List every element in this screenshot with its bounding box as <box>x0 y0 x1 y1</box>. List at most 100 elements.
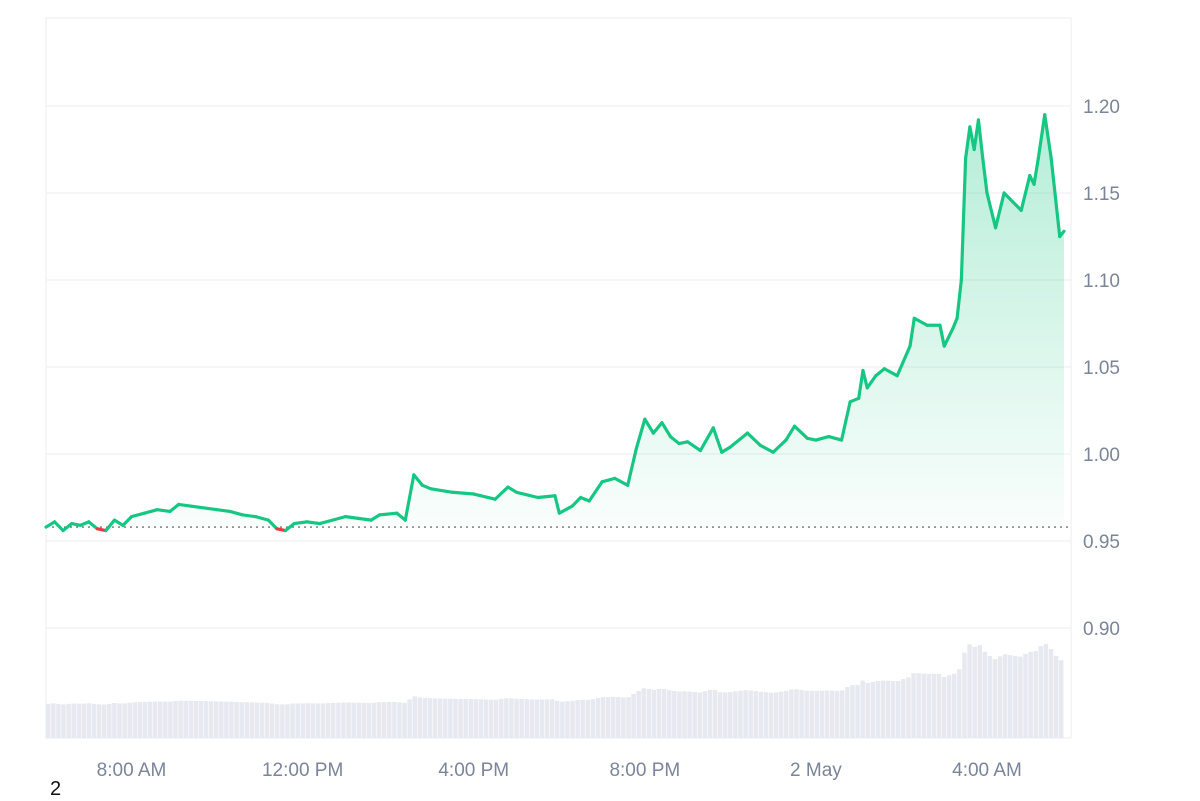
x-tick-label: 2 May <box>790 760 842 781</box>
price-line-segment <box>1019 174 1032 212</box>
volume-bar <box>957 669 962 738</box>
price-line-segment <box>745 431 762 447</box>
volume-bar <box>717 692 723 738</box>
volume-bar <box>1048 649 1054 738</box>
volume-bar <box>71 703 76 738</box>
y-axis-ticks: 0.90 0.95 1.00 1.05 1.10 1.15 1.20 <box>1083 97 1120 640</box>
volume-bar <box>178 700 183 738</box>
volume-bar <box>773 692 779 738</box>
price-line-segment <box>959 156 968 282</box>
volume-bar <box>432 698 438 738</box>
volume-bar <box>555 700 560 738</box>
volume-bar <box>346 702 351 738</box>
price-line-segment <box>506 485 519 494</box>
volume-bar <box>336 702 341 738</box>
price-line-segment <box>1043 113 1053 160</box>
volume-bar <box>778 691 784 738</box>
price-line-segment <box>292 520 309 526</box>
price-line-segment <box>634 417 647 451</box>
price-line-segment <box>112 518 125 527</box>
volume-bar <box>834 690 840 738</box>
volume-bar <box>626 697 631 738</box>
price-line-segment <box>44 520 57 529</box>
volume-bar <box>860 680 865 738</box>
price-line-segment <box>570 495 583 508</box>
volume-bar <box>504 698 509 738</box>
volume-bar <box>213 701 219 738</box>
volume-bar <box>101 704 107 738</box>
x-tick-label: 8:00 AM <box>97 760 167 781</box>
volume-bar <box>152 701 158 738</box>
price-line-segment <box>668 435 681 446</box>
volume-bar <box>290 703 295 738</box>
price-line-segment <box>1049 156 1062 239</box>
price-line-segment <box>1036 113 1047 160</box>
volume-bar <box>219 701 224 738</box>
volume-bar <box>239 702 244 738</box>
price-line-segment <box>857 368 865 400</box>
x-tick-label: 12:00 PM <box>262 760 343 781</box>
price-line <box>44 113 1066 533</box>
y-tick-label: 1.10 <box>1083 271 1120 292</box>
volume-bar <box>890 681 896 738</box>
price-line-segment <box>121 515 134 527</box>
price-line-segment <box>792 424 809 440</box>
volume-bar <box>81 703 87 738</box>
volume-bar <box>972 646 977 738</box>
volume-bar <box>1002 654 1008 738</box>
price-line-segment <box>839 400 852 442</box>
volume-bar <box>427 698 433 738</box>
price-line-segment <box>882 367 899 378</box>
volume-bar <box>193 700 199 738</box>
price-line-segment <box>472 492 497 501</box>
volume-bar <box>789 689 794 738</box>
volume-bar <box>280 704 285 738</box>
price-line-segment <box>168 502 181 514</box>
price-line-segment <box>861 368 869 390</box>
price-line-segment <box>613 476 630 487</box>
price-line-segment <box>908 316 916 348</box>
volume-bar <box>941 676 947 738</box>
price-line-segment <box>976 118 985 160</box>
volume-bar <box>982 651 988 738</box>
volume-bar <box>784 690 789 738</box>
price-line-segment <box>951 316 959 331</box>
price-line-segment <box>814 435 831 442</box>
footnote: 2 <box>50 778 62 800</box>
volume-bar <box>875 681 881 738</box>
volume-bar <box>845 686 850 738</box>
price-line-segment <box>557 504 574 515</box>
volume-bar <box>483 699 489 738</box>
volume-bar <box>946 675 952 738</box>
volume-bar <box>1053 655 1059 738</box>
volume-bar <box>86 703 92 738</box>
price-line-segment <box>369 513 382 522</box>
volume-bar <box>570 700 575 738</box>
volume-bar <box>356 702 361 738</box>
volume-bar <box>488 699 494 738</box>
price-line-segment <box>720 445 732 454</box>
volume-bar <box>880 680 886 738</box>
price-line-segment <box>993 191 1006 230</box>
x-axis-ticks: 8:00 AM 12:00 PM 4:00 PM 8:00 PM 2 May 4:00 A… <box>97 760 1022 781</box>
volume-bar <box>387 702 392 738</box>
price-line-segment <box>378 511 399 517</box>
volume-bar <box>656 688 662 738</box>
volume-bar <box>753 691 758 738</box>
price-line-segment <box>874 367 886 378</box>
volume-bar <box>122 703 127 738</box>
volume-bar <box>575 699 580 738</box>
price-line-segment <box>981 156 989 195</box>
volume-bar <box>61 704 66 738</box>
price-line-segment <box>938 323 946 348</box>
y-tick-label: 1.05 <box>1083 358 1120 379</box>
volume-bar <box>748 690 753 738</box>
volume-bar <box>56 703 61 738</box>
volume-bar <box>509 698 514 738</box>
volume-bar <box>590 699 596 738</box>
price-line-segment <box>514 490 540 500</box>
price-line-segment <box>429 487 454 494</box>
price-line-segment <box>626 447 638 487</box>
volume-bar <box>636 690 641 738</box>
volume-bar <box>743 690 748 738</box>
